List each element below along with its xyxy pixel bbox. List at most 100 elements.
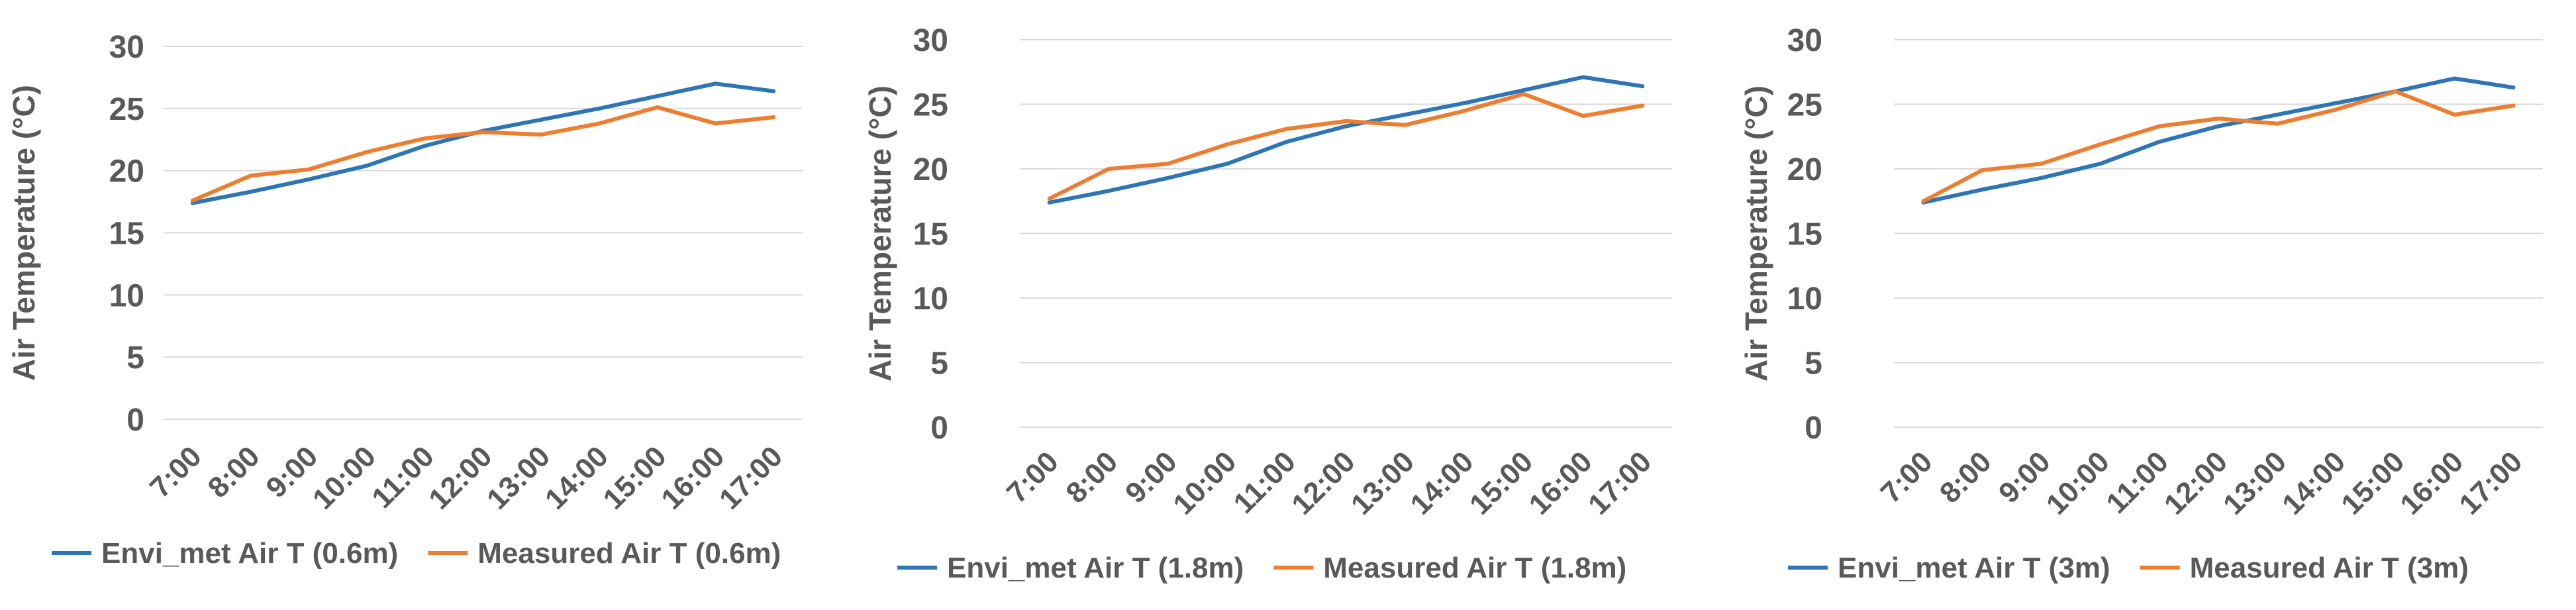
data-point-measured: [1921, 199, 1926, 203]
x-tick-label: 15:00: [2335, 445, 2410, 521]
data-point-measured: [1107, 167, 1111, 171]
data-point-envimet: [2511, 85, 2516, 90]
x-tick-label: 13:00: [1345, 445, 1420, 521]
legend-label: Measured Air T (3m): [2190, 552, 2469, 584]
data-point-envimet: [2334, 101, 2339, 105]
legend-entry-measured: Measured Air T (3m): [2140, 552, 2469, 584]
data-point-envimet: [1165, 176, 1170, 180]
y-axis-title: Air Temperature (°C): [1739, 85, 1773, 381]
legend-label: Measured Air T (1.8m): [1323, 552, 1626, 584]
legend-label: Envi_met Air T (3m): [1838, 552, 2110, 584]
data-point-envimet: [1462, 101, 1467, 105]
y-tick-label: 25: [1787, 88, 1822, 123]
x-tick-label: 16:00: [2394, 445, 2469, 521]
legend-label: Envi_met Air T (1.8m): [947, 552, 1244, 584]
x-tick-label: 16:00: [1523, 445, 1599, 521]
y-tick-label: 30: [109, 30, 144, 65]
x-tick-label: 14:00: [1404, 445, 1479, 521]
legend-label: Envi_met Air T (0.6m): [101, 537, 398, 570]
legend-label: Measured Air T (0.6m): [477, 537, 781, 570]
series-line-envimet: [1047, 75, 1645, 205]
data-point-envimet: [2098, 162, 2103, 166]
y-tick-label: 5: [126, 340, 144, 376]
x-tick-label: 7:00: [1875, 445, 1939, 509]
data-point-measured: [2334, 107, 2339, 112]
data-point-envimet: [1581, 75, 1585, 79]
data-point-envimet: [597, 106, 601, 111]
y-tick-label: 20: [1787, 152, 1822, 187]
x-tick-label: 14:00: [2276, 445, 2352, 521]
x-tick-label: 10:00: [307, 440, 382, 515]
data-point-envimet: [713, 81, 718, 86]
data-point-envimet: [2216, 124, 2220, 128]
data-point-envimet: [2275, 113, 2280, 117]
y-tick-label: 0: [930, 411, 948, 446]
x-tick-label: 8:00: [202, 440, 266, 504]
y-tick-label: 15: [109, 217, 144, 252]
data-point-envimet: [539, 117, 544, 122]
x-tick-label: 8:00: [1060, 445, 1124, 509]
data-point-measured: [1640, 103, 1645, 108]
data-point-envimet: [1107, 189, 1111, 193]
chart-panel-2: 0 5 10 15 20 25 30 Air Temperature (°C) 7:008:00…: [863, 23, 1672, 584]
data-point-measured: [422, 136, 427, 140]
data-point-measured: [2039, 162, 2044, 166]
data-point-measured: [2275, 121, 2280, 126]
x-tick-label: 11:00: [2100, 445, 2175, 520]
x-tick-label: 7:00: [144, 440, 208, 504]
data-point-measured: [2098, 142, 2103, 146]
data-point-envimet: [2157, 140, 2161, 144]
y-tick-label: 5: [930, 346, 948, 381]
y-tick-label: 10: [913, 281, 948, 317]
data-point-measured: [655, 105, 660, 109]
x-tick-label: 17:00: [1582, 445, 1658, 521]
data-point-measured: [365, 150, 370, 154]
data-point-envimet: [771, 89, 776, 93]
data-point-measured: [1284, 127, 1289, 131]
x-tick-label: 11:00: [1228, 445, 1303, 520]
y-axis-title: Air Temperature (°C): [863, 85, 897, 381]
data-point-envimet: [1980, 187, 1985, 192]
data-point-measured: [307, 167, 311, 172]
data-point-envimet: [1047, 200, 1052, 205]
data-point-envimet: [365, 164, 370, 168]
data-point-measured: [771, 115, 776, 119]
data-point-measured: [1980, 168, 1985, 172]
y-axis-title: Air Temperature (°C): [7, 85, 41, 381]
data-point-measured: [713, 121, 718, 126]
data-point-measured: [1403, 123, 1408, 127]
y-tick-label: 30: [1787, 23, 1822, 58]
y-tick-label: 10: [109, 278, 144, 313]
y-tick-label: 30: [913, 23, 948, 58]
data-point-measured: [1165, 162, 1170, 166]
data-point-envimet: [2039, 176, 2044, 180]
data-point-measured: [1522, 91, 1526, 96]
series-line-envimet: [1921, 76, 2516, 205]
data-point-measured: [1581, 114, 1585, 119]
data-point-envimet: [655, 94, 660, 99]
x-tick-label: 10:00: [1167, 445, 1242, 521]
x-tick-label: 15:00: [597, 440, 673, 515]
data-point-envimet: [1640, 84, 1645, 89]
x-tick-label: 15:00: [1463, 445, 1539, 521]
y-tick-label: 15: [1787, 217, 1822, 252]
y-tick-label: 0: [126, 403, 144, 438]
y-tick-label: 25: [109, 92, 144, 127]
x-tick-label: 8:00: [1934, 445, 1998, 509]
data-point-measured: [1462, 109, 1467, 113]
data-point-measured: [2452, 113, 2457, 117]
legend-entry-envimet: Envi_met Air T (1.8m): [897, 552, 1244, 584]
data-point-measured: [597, 121, 601, 126]
chart-panel-1: 0 5 10 15 20 25 30 Air Temperature (°C) 7:008:00…: [7, 30, 803, 570]
data-point-envimet: [1344, 124, 1348, 128]
data-point-envimet: [1522, 88, 1526, 93]
y-tick-label: 10: [1787, 281, 1822, 317]
x-tick-label: 14:00: [539, 440, 615, 515]
data-point-envimet: [307, 177, 311, 181]
data-point-measured: [1344, 119, 1348, 123]
y-tick-label: 5: [1805, 346, 1822, 381]
data-point-measured: [1047, 196, 1052, 201]
x-tick-label: 17:00: [713, 440, 789, 515]
data-point-measured: [2511, 103, 2516, 108]
legend-entry-measured: Measured Air T (0.6m): [428, 537, 781, 570]
